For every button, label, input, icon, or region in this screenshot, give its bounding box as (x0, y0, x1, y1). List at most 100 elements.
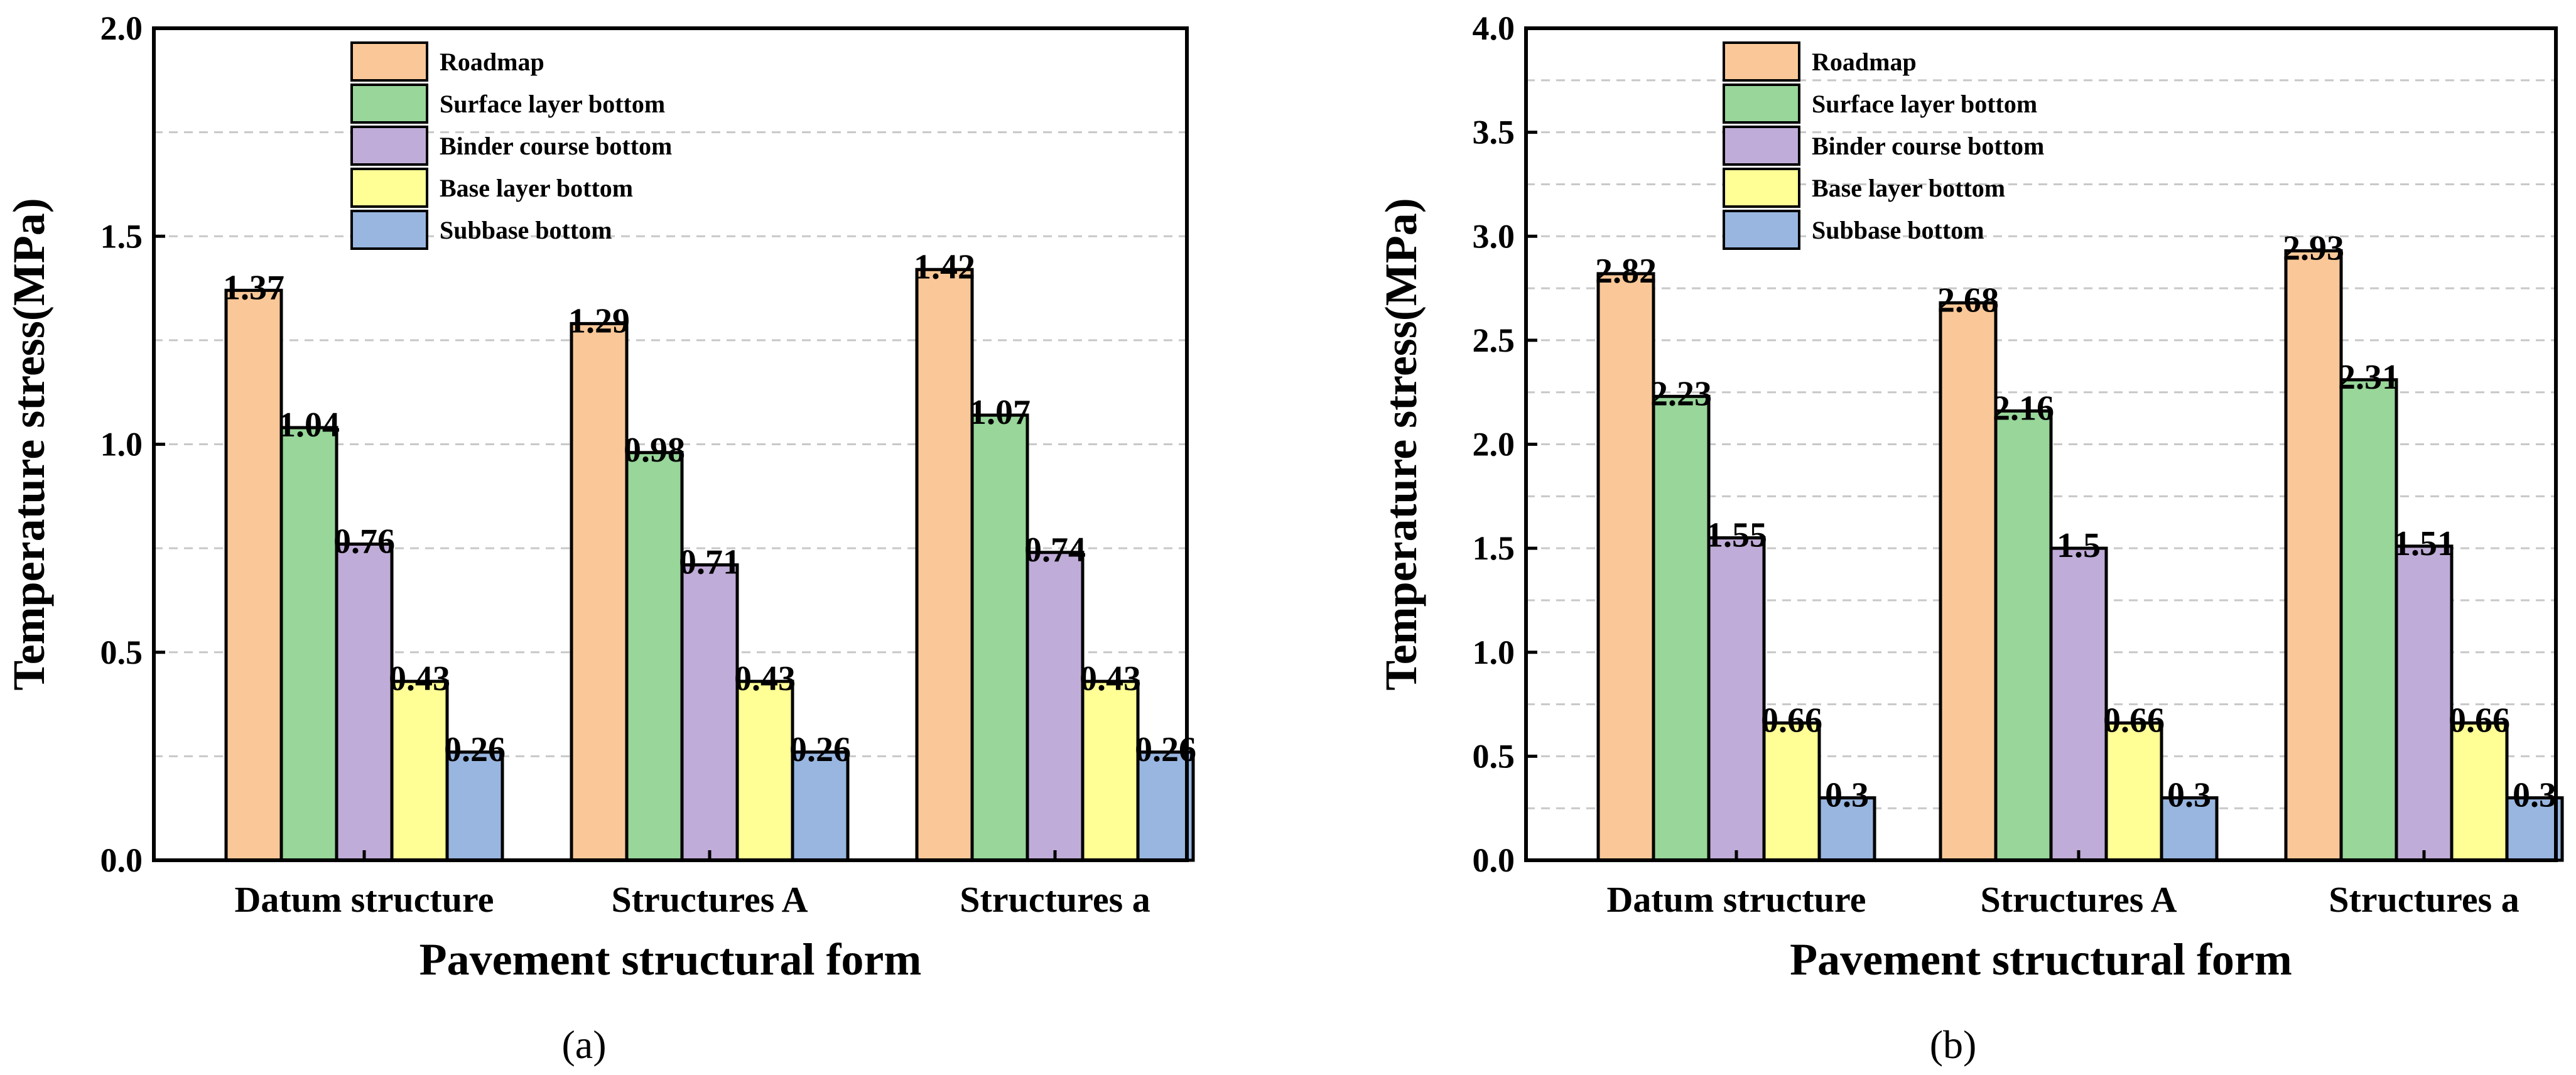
data-label: 0.43 (1080, 659, 1141, 698)
bar (335, 543, 394, 862)
bar (570, 321, 629, 862)
data-label: 2.68 (1937, 281, 1999, 320)
legend-swatch (1723, 210, 1800, 250)
bar (735, 679, 794, 862)
data-label: 2.82 (1595, 252, 1657, 291)
data-label: 0.74 (1024, 531, 1086, 570)
plot-frame (152, 26, 1189, 862)
x-category-label: Datum structure (1607, 879, 1866, 920)
legend-swatch (350, 84, 428, 124)
legend-label: Binder course bottom (1812, 132, 2044, 160)
x-category-label: Structures a (2329, 879, 2519, 920)
data-label: 0.98 (624, 431, 685, 470)
data-label: 1.51 (2393, 524, 2455, 563)
data-label: 0.3 (1825, 776, 1869, 815)
bar (2104, 721, 2163, 862)
data-label: 1.04 (278, 406, 340, 445)
legend-label: Subbase bottom (1812, 216, 1984, 244)
x-category-label: Structures A (611, 879, 808, 920)
bar (1762, 721, 1821, 862)
data-label: 2.23 (1650, 374, 1712, 413)
legend-label: Roadmap (1812, 48, 1917, 76)
y-tick-label: 2.5 (1473, 321, 1515, 359)
bar (2284, 249, 2343, 862)
panel-caption: (a) (561, 1022, 606, 1067)
bar (1081, 679, 1140, 862)
bar (1707, 536, 1766, 862)
data-label: 2.93 (2283, 229, 2344, 267)
data-label: 0.3 (2167, 776, 2211, 815)
bar (970, 413, 1029, 862)
bar (1939, 301, 1998, 862)
y-tick-label: 0.5 (100, 634, 143, 671)
bar (279, 426, 338, 862)
legend: Roadmap Surface layer bottom Binder course… (1723, 41, 2044, 250)
legend-swatch (350, 126, 428, 166)
legend-swatch (1723, 84, 1800, 124)
bar (2450, 721, 2509, 862)
bar (2339, 378, 2398, 862)
bar (445, 750, 504, 862)
x-category-label: Structures a (960, 879, 1150, 920)
data-label: 1.55 (1706, 516, 1767, 555)
bar (390, 679, 449, 862)
bar (1136, 750, 1195, 862)
chart-panel-b: 0.0 0.5 1.0 1.5 2.0 2.5 3.0 3.5 4.0 2.82 2.23 1.55 0… (1376, 9, 2564, 1067)
bar (2160, 796, 2219, 862)
y-tick-label: 3.0 (1473, 217, 1515, 255)
y-tick-label: 0.5 (1473, 737, 1515, 775)
data-label: 0.66 (1761, 701, 1822, 740)
data-label: 0.43 (389, 659, 450, 698)
bar (680, 563, 739, 862)
data-label: 2.31 (2338, 358, 2400, 397)
y-tick-label: 0.0 (100, 841, 143, 879)
legend-label: Surface layer bottom (1812, 90, 2037, 118)
data-label: 2.16 (1993, 389, 2054, 428)
data-label: 0.43 (734, 659, 796, 698)
y-tick-label: 1.0 (1473, 634, 1515, 671)
legend-swatch (1723, 126, 1800, 166)
legend-swatch (350, 41, 428, 82)
legend-label: Subbase bottom (440, 216, 612, 244)
x-category-label: Structures A (1980, 879, 2177, 920)
y-tick-label: 3.5 (1473, 114, 1515, 151)
data-label: 1.42 (914, 247, 975, 286)
panel-caption: (b) (1930, 1022, 1977, 1067)
bar (1596, 272, 1655, 862)
bar (1026, 551, 1085, 862)
bar (915, 267, 974, 862)
legend-swatch (1723, 168, 1800, 208)
data-label: 0.71 (679, 543, 740, 582)
y-axis-title: Temperature stress(MPa) (4, 198, 54, 690)
plot-frame (1524, 26, 2558, 862)
data-label: 1.29 (568, 301, 630, 340)
bar (1994, 409, 2053, 862)
data-label: 0.66 (2449, 701, 2510, 740)
legend-label: Roadmap (440, 48, 544, 76)
y-tick-label: 4.0 (1473, 9, 1515, 47)
legend-label: Base layer bottom (1812, 174, 2005, 202)
y-tick-label: 2.0 (1473, 426, 1515, 463)
data-label: 1.07 (969, 393, 1031, 432)
bar (2049, 546, 2108, 862)
x-axis-title: Pavement structural form (1790, 934, 2292, 985)
legend-swatch (350, 168, 428, 208)
y-tick-label: 1.5 (1473, 529, 1515, 567)
bar (2395, 544, 2454, 862)
legend: Roadmap Surface layer bottom Binder course… (350, 41, 672, 250)
chart-panel-a: 0.0 0.5 1.0 1.5 2.0 1.37 1.04 0.76 0.43 0.26 Datum… (4, 9, 1196, 1067)
legend-label: Binder course bottom (440, 132, 672, 160)
y-tick-label: 2.0 (100, 9, 143, 47)
data-label: 0.26 (444, 730, 506, 769)
x-axis-title: Pavement structural form (419, 934, 922, 985)
y-tick-label: 1.0 (100, 426, 143, 463)
legend-swatch (1723, 41, 1800, 82)
data-label: 0.76 (333, 522, 395, 561)
data-label: 0.3 (2513, 776, 2557, 815)
legend-swatch (350, 210, 428, 250)
data-label: 1.37 (223, 268, 284, 307)
data-label: 1.5 (2057, 526, 2101, 565)
bar (625, 451, 684, 862)
legend-label: Base layer bottom (440, 174, 633, 202)
